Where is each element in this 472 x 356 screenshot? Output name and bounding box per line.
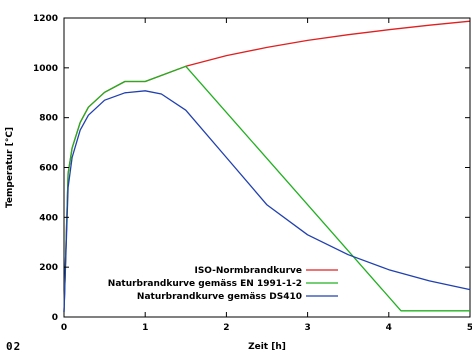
x-tick-label: 5 bbox=[467, 323, 472, 333]
x-tick-label: 3 bbox=[304, 323, 310, 333]
y-tick-label: 200 bbox=[39, 263, 58, 273]
y-tick-label: 1000 bbox=[33, 64, 58, 74]
y-tick-label: 800 bbox=[39, 114, 58, 124]
legend: ISO-Normbrandkurve Naturbrandkurve gemäss… bbox=[108, 266, 338, 302]
y-tick-label: 400 bbox=[39, 213, 58, 223]
legend-label: Naturbrandkurve gemäss EN 1991-1-2 bbox=[108, 279, 302, 289]
series-line-3 bbox=[63, 90, 471, 313]
x-axis-label: Zeit [h] bbox=[248, 342, 286, 352]
ticks-layer: 0 1 2 3 4 5 0 200 400 600 800 1000 1200 bbox=[33, 14, 472, 333]
y-tick-label: 600 bbox=[39, 164, 58, 174]
y-axis-label: Temperatur [°C] bbox=[5, 127, 15, 208]
x-tick-label: 0 bbox=[61, 323, 67, 333]
series-line-2 bbox=[63, 65, 470, 313]
x-tick-label: 2 bbox=[223, 323, 229, 333]
x-tick-label: 1 bbox=[142, 323, 148, 333]
legend-label: ISO-Normbrandkurve bbox=[194, 266, 302, 276]
y-tick-label: 1200 bbox=[33, 14, 58, 24]
y-tick-label: 0 bbox=[52, 313, 58, 323]
x-tick-label: 4 bbox=[386, 323, 392, 333]
page-label: 02 bbox=[6, 340, 22, 353]
series-layer bbox=[63, 20, 471, 313]
legend-label: Naturbrandkurve gemäss DS410 bbox=[137, 292, 302, 302]
